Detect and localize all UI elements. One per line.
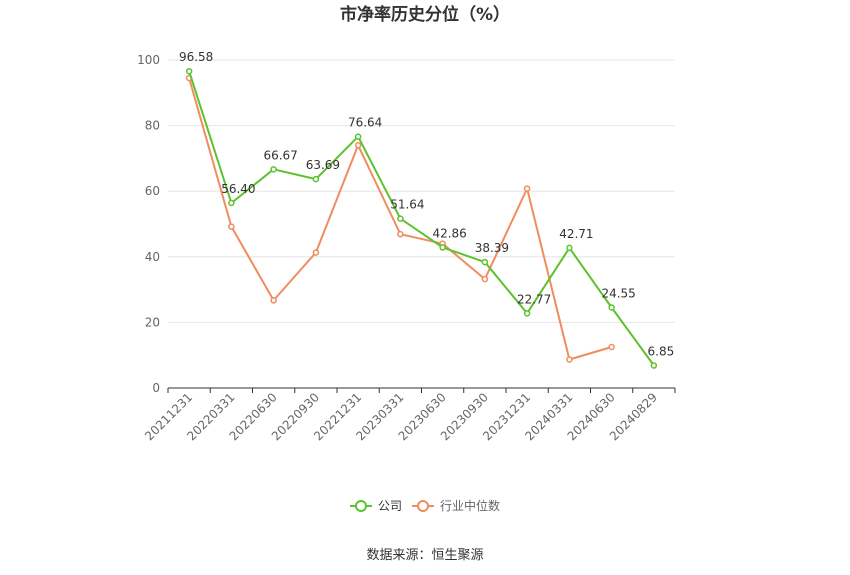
y-tick-label: 100 — [137, 53, 160, 67]
y-tick-label: 80 — [145, 119, 160, 133]
source-text: 数据来源：恒生聚源 — [366, 548, 483, 563]
y-tick-label: 20 — [145, 315, 160, 329]
data-point[interactable] — [523, 185, 531, 192]
data-label: 6.85 — [648, 345, 675, 359]
data-label: 42.86 — [432, 226, 466, 240]
data-point[interactable] — [608, 343, 615, 351]
data-point[interactable] — [523, 310, 531, 317]
y-tick-label: 60 — [145, 184, 160, 198]
legend-item-0[interactable]: 公司 — [350, 499, 402, 513]
y-tick-label: 40 — [145, 250, 160, 264]
data-point[interactable] — [270, 297, 277, 304]
data-point[interactable] — [354, 142, 362, 149]
series-line-0 — [188, 70, 655, 367]
data-label: 22.77 — [517, 292, 551, 306]
data-point[interactable] — [312, 175, 320, 183]
data-point[interactable] — [439, 244, 446, 251]
axes: 0204060801002021123120220331202206302022… — [137, 53, 676, 443]
data-labels: 96.58 56.40 66.67 63.69 76.64 51.64 42.86 38.39… — [179, 50, 674, 358]
data-point[interactable] — [481, 258, 489, 266]
data-label: 38.39 — [475, 241, 509, 255]
legend-swatch-marker — [355, 500, 367, 512]
legend-label: 公司 — [378, 499, 402, 513]
data-point[interactable] — [185, 67, 193, 75]
legend-label: 行业中位数 — [440, 498, 500, 513]
data-point[interactable] — [354, 133, 362, 140]
data-point[interactable] — [270, 166, 277, 173]
data-point[interactable] — [566, 244, 573, 252]
data-label: 76.64 — [348, 116, 382, 130]
data-label: 42.71 — [559, 227, 593, 241]
chart-title: 市净率历史分位（%） — [340, 4, 510, 25]
data-label: 24.55 — [601, 286, 635, 300]
data-point[interactable] — [228, 199, 235, 207]
data-label: 51.64 — [390, 198, 424, 212]
data-point[interactable] — [481, 275, 489, 283]
series-layer — [185, 67, 658, 369]
data-point[interactable] — [650, 362, 658, 369]
data-label: 96.58 — [179, 50, 213, 64]
data-point[interactable] — [312, 249, 320, 256]
grid — [168, 59, 675, 323]
data-point[interactable] — [566, 356, 573, 363]
legend-item-1[interactable]: 行业中位数 — [412, 498, 500, 513]
legend-swatch-marker — [417, 500, 429, 512]
legend[interactable]: 公司 行业中位数 — [350, 498, 500, 513]
data-point[interactable] — [608, 304, 615, 311]
data-label: 66.67 — [263, 148, 297, 162]
data-point[interactable] — [228, 223, 235, 230]
data-label: 63.69 — [306, 158, 340, 172]
data-point[interactable] — [397, 215, 404, 222]
data-label: 56.40 — [221, 182, 255, 196]
data-point[interactable] — [397, 230, 404, 238]
y-tick-label: 0 — [152, 381, 160, 395]
